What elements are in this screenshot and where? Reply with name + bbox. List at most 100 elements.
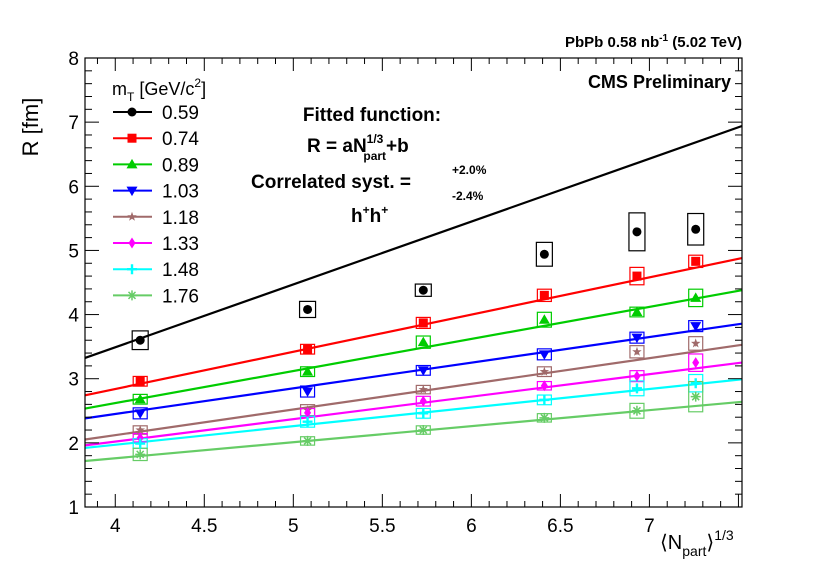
data-point xyxy=(538,350,550,360)
legend-marker xyxy=(127,133,137,143)
data-point xyxy=(631,383,642,394)
species-label: h+h+ xyxy=(351,203,388,227)
data-point xyxy=(632,346,642,356)
syst-box xyxy=(629,345,645,359)
data-point xyxy=(302,366,314,376)
data-point xyxy=(418,384,428,394)
syst-box xyxy=(688,336,704,351)
legend: 0.59 0.74 0.89 1.03 1.18 1.33 1.48 1.76 xyxy=(113,103,199,307)
x-tick-label: 5 xyxy=(288,516,299,537)
legend-marker xyxy=(126,186,138,197)
syst-box xyxy=(536,288,552,303)
fit-lines xyxy=(84,124,743,463)
legend-label: 0.74 xyxy=(162,129,199,150)
y-axis-title: R [fm] xyxy=(18,98,43,157)
data-point xyxy=(134,393,146,404)
data-point xyxy=(539,366,550,376)
data-point xyxy=(135,449,146,460)
data-point xyxy=(631,306,643,317)
systematic-boxes xyxy=(131,212,705,462)
data-point xyxy=(135,438,146,449)
y-tick-label: 5 xyxy=(68,241,79,262)
data-point xyxy=(417,336,429,347)
data-point xyxy=(302,416,313,427)
syst-minus: -2.4% xyxy=(452,189,484,203)
legend-label: 1.33 xyxy=(162,234,199,255)
plot-frame xyxy=(84,57,743,508)
data-point xyxy=(417,366,429,376)
data-point xyxy=(690,292,702,302)
data-point xyxy=(690,391,701,402)
data-point xyxy=(135,425,145,435)
legend-marker xyxy=(127,107,137,117)
legend-title: mT [GeV/c2] xyxy=(112,76,206,104)
data-point xyxy=(539,249,549,259)
x-tick-label: 6 xyxy=(466,516,477,537)
legend-marker xyxy=(127,264,137,275)
fit-line-1-48 xyxy=(84,378,743,450)
data-point xyxy=(418,318,428,328)
preliminary-label: CMS Preliminary xyxy=(588,72,731,92)
data-point xyxy=(135,376,145,386)
data-point xyxy=(418,408,429,419)
x-tick-label: 5.5 xyxy=(369,516,395,537)
fit-line-0-89 xyxy=(84,289,743,410)
data-point xyxy=(303,344,313,354)
syst-label: Correlated syst. = xyxy=(251,172,411,193)
data-point xyxy=(304,407,312,419)
fit-formula: R = aN1/3 part+b xyxy=(307,132,409,163)
y-tick-label: 1 xyxy=(68,498,79,519)
x-tick-label: 4.5 xyxy=(191,516,217,537)
data-point xyxy=(539,412,550,423)
legend-marker xyxy=(126,158,138,169)
data-point xyxy=(135,335,145,345)
syst-box xyxy=(299,343,316,355)
syst-box xyxy=(536,311,552,328)
syst-box xyxy=(629,266,645,286)
syst-box xyxy=(688,353,704,372)
data-point xyxy=(632,271,642,281)
x-tick-label: 7 xyxy=(644,516,655,537)
x-tick-label: 6.5 xyxy=(547,516,573,537)
legend-label: 1.18 xyxy=(162,208,199,229)
y-tick-label: 3 xyxy=(68,370,79,391)
data-point xyxy=(540,380,548,392)
syst-box xyxy=(131,330,149,351)
fit-line-1-18 xyxy=(84,343,743,441)
data-point xyxy=(633,370,641,382)
syst-box xyxy=(415,316,431,330)
legend-label: 0.89 xyxy=(162,155,199,176)
data-point xyxy=(691,224,701,234)
syst-box xyxy=(132,375,148,387)
data-point xyxy=(692,357,700,369)
syst-box xyxy=(688,254,704,269)
data-point xyxy=(418,425,429,436)
fit-title: Fitted function: xyxy=(303,105,441,126)
fit-line-1-33 xyxy=(84,361,743,447)
data-point xyxy=(136,432,144,444)
data-point xyxy=(418,285,428,295)
data-point xyxy=(538,314,550,324)
syst-box xyxy=(687,212,705,246)
data-point xyxy=(419,395,427,407)
syst-box xyxy=(628,212,646,252)
legend-label: 1.48 xyxy=(162,260,199,281)
dataset-label: PbPb 0.58 nb-1 (5.02 TeV) xyxy=(565,33,742,51)
syst-box xyxy=(414,283,432,297)
syst-plus: +2.0% xyxy=(452,163,487,177)
data-point xyxy=(691,256,701,266)
fit-line-0-59 xyxy=(84,124,743,360)
data-point xyxy=(539,290,549,300)
data-point xyxy=(690,378,701,389)
y-tick-label: 7 xyxy=(68,113,79,134)
data-point xyxy=(302,435,313,446)
y-tick-label: 8 xyxy=(68,49,79,70)
data-point xyxy=(302,387,314,398)
x-tick-label: 4 xyxy=(110,516,121,537)
legend-marker xyxy=(127,290,137,301)
syst-box xyxy=(415,335,431,349)
y-tick-label: 4 xyxy=(68,306,79,327)
legend-label: 1.76 xyxy=(162,286,199,307)
x-axis-title: ⟨Npart⟩1/3 xyxy=(660,527,734,559)
